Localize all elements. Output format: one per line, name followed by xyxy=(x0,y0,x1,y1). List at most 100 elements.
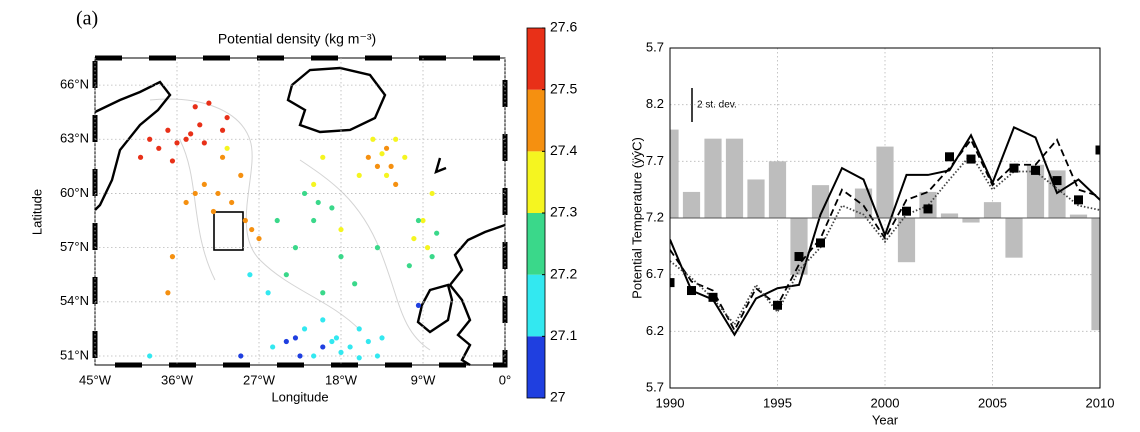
map-frame xyxy=(92,55,508,368)
data-point xyxy=(256,235,262,242)
data-point xyxy=(356,172,362,178)
bar xyxy=(670,129,679,218)
data-point xyxy=(374,353,381,359)
marker xyxy=(945,152,954,162)
marker xyxy=(902,206,911,216)
marker xyxy=(816,238,825,248)
x-tick-label: 0° xyxy=(499,372,511,387)
data-point xyxy=(192,190,198,197)
data-point xyxy=(429,254,435,260)
data-point xyxy=(320,344,326,350)
marker xyxy=(1095,145,1100,155)
bar xyxy=(1026,164,1045,218)
marker xyxy=(670,278,675,288)
marker xyxy=(708,292,718,302)
data-point xyxy=(320,317,326,323)
data-point xyxy=(229,199,235,206)
data-point xyxy=(274,217,280,224)
data-point xyxy=(311,181,317,188)
data-point xyxy=(411,235,417,242)
data-point xyxy=(329,338,335,345)
y-tick-label: 6.7 xyxy=(646,266,664,281)
data-point xyxy=(147,136,153,142)
data-point xyxy=(320,290,326,296)
marker xyxy=(1009,163,1019,173)
bar xyxy=(962,218,980,223)
data-point xyxy=(301,190,308,197)
colorbar-swatch xyxy=(527,213,545,275)
data-point xyxy=(137,154,144,160)
data-point xyxy=(388,163,394,169)
data-point xyxy=(169,158,176,164)
data-point xyxy=(188,131,194,137)
line-series xyxy=(670,153,1100,327)
x-tick-label: 9°W xyxy=(411,372,436,387)
data-point xyxy=(247,272,253,278)
data-point xyxy=(311,353,317,359)
marker xyxy=(1052,176,1062,186)
data-point xyxy=(238,353,244,359)
colorbar-tick-label: 27 xyxy=(550,389,566,405)
y-tick-label: 5.7 xyxy=(646,379,664,394)
data-point xyxy=(374,245,381,251)
y-axis-label: Latitude xyxy=(29,189,44,235)
data-point xyxy=(415,217,422,224)
colorbar-swatch xyxy=(527,28,545,90)
colorbar-tick-label: 27.2 xyxy=(550,265,577,281)
data-point xyxy=(242,217,248,224)
data-point xyxy=(270,344,276,350)
colorbar-swatch xyxy=(527,274,545,337)
data-point xyxy=(224,145,230,151)
x-axis-label: Longitude xyxy=(271,389,328,404)
y-axis-label: Potential Temperature (ÿýC) xyxy=(629,137,644,299)
data-point xyxy=(434,230,440,236)
data-point xyxy=(429,190,435,197)
data-point xyxy=(201,181,207,188)
bar xyxy=(768,161,787,218)
map-background xyxy=(94,66,506,367)
data-point xyxy=(283,272,289,278)
data-point xyxy=(420,217,426,224)
bar xyxy=(1005,218,1023,258)
bar xyxy=(704,138,722,218)
colorbar-tick-label: 27.3 xyxy=(550,204,577,220)
data-point xyxy=(393,181,399,188)
x-tick-label: 2000 xyxy=(871,395,900,410)
data-point xyxy=(365,338,371,345)
data-point xyxy=(297,353,303,359)
x-axis-label: Year xyxy=(872,412,899,427)
data-point xyxy=(292,335,299,341)
line-series xyxy=(670,125,1100,337)
chart-title: Potential density (kg m⁻³) xyxy=(218,31,376,47)
bar xyxy=(940,213,959,218)
x-tick-label: 36°W xyxy=(161,372,194,387)
marker xyxy=(923,204,933,214)
data-point xyxy=(165,127,171,133)
data-point xyxy=(365,154,371,160)
data-point xyxy=(249,226,255,233)
data-point xyxy=(169,254,176,260)
data-point xyxy=(210,208,217,215)
plot-frame xyxy=(669,47,1101,389)
y-tick-label: 66°N xyxy=(60,77,89,92)
y-tick-label: 8.2 xyxy=(646,96,664,111)
x-tick-label: 18°W xyxy=(325,372,358,387)
data-point xyxy=(206,100,212,106)
bar xyxy=(1069,214,1088,218)
y-tick-label: 7.7 xyxy=(646,153,664,168)
data-point xyxy=(374,163,381,169)
bar xyxy=(983,202,1002,218)
line-series xyxy=(670,138,1100,333)
marker xyxy=(794,252,804,262)
y-tick-label: 51°N xyxy=(60,347,89,362)
panel-label: (a) xyxy=(76,8,98,30)
data-point xyxy=(347,344,353,350)
data-point xyxy=(156,145,162,151)
y-tick-label: 54°N xyxy=(60,293,89,308)
data-point xyxy=(338,254,344,260)
marker xyxy=(1074,195,1083,205)
data-point xyxy=(315,199,321,206)
data-point xyxy=(201,140,207,146)
bar xyxy=(682,191,701,218)
data-point xyxy=(320,154,326,160)
